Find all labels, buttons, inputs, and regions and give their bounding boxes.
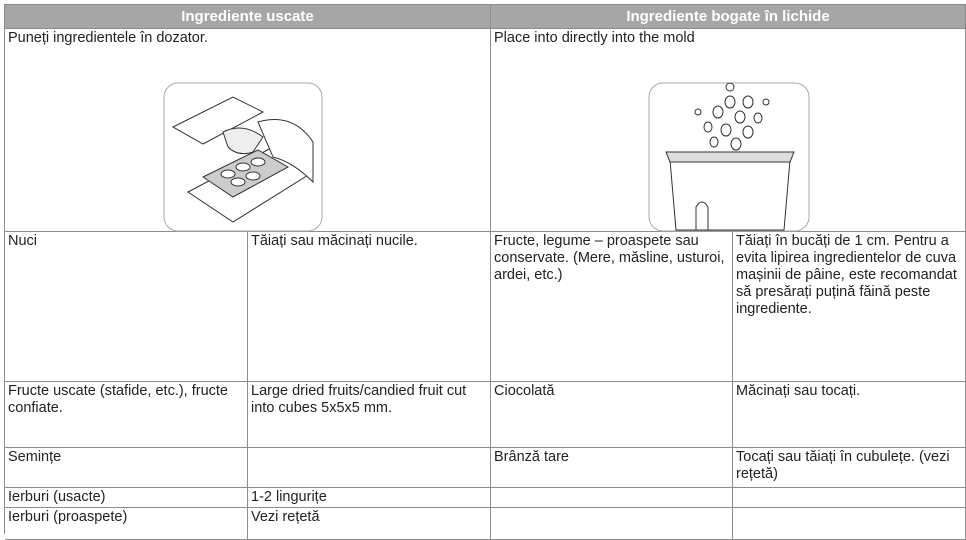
header-cell: Ingrediente bogate în lichide xyxy=(491,5,966,29)
table-cell: Fructe, legume – proaspete sau conservat… xyxy=(491,232,733,382)
dispenser-illustration xyxy=(163,82,323,232)
table-cell: Tăiați sau măcinați nucile. xyxy=(248,232,491,382)
table-cell xyxy=(491,508,733,540)
table-cell: Vezi rețetă xyxy=(248,508,491,540)
table-cell: Măcinați sau tocați. xyxy=(733,382,966,448)
table-cell xyxy=(733,488,966,508)
table-cell: Semințe xyxy=(5,448,248,488)
table-cell xyxy=(491,488,733,508)
intro-text: Puneți ingredientele în dozator. xyxy=(8,30,208,46)
table-cell: Fructe uscate (stafide, etc.), fructe co… xyxy=(5,382,248,448)
intro-text: Place into directly into the mold xyxy=(494,30,695,46)
table-cell: Ierburi (usacte) xyxy=(5,488,248,508)
table-cell: Tăiați în bucăți de 1 cm. Pentru a evita… xyxy=(733,232,966,382)
page: Ingrediente uscate Ingrediente bogate în… xyxy=(4,4,966,540)
table-cell: 1-2 lingurițe xyxy=(248,488,491,508)
table-cell: Large dried fruits/candied fruit cut int… xyxy=(248,382,491,448)
table-cell: Brânză tare xyxy=(491,448,733,488)
table-cell: Ierburi (proaspete) xyxy=(5,508,248,540)
table-cell: Nuci xyxy=(5,232,248,382)
table-cell: Tocați sau tăiați în cubulețe. (vezi reț… xyxy=(733,448,966,488)
table-cell xyxy=(248,448,491,488)
header-cell: Ingrediente uscate xyxy=(5,5,491,29)
table-cell xyxy=(733,508,966,540)
table-cell: Ciocolată xyxy=(491,382,733,448)
mold-illustration xyxy=(648,82,810,232)
table-frame xyxy=(4,4,966,534)
